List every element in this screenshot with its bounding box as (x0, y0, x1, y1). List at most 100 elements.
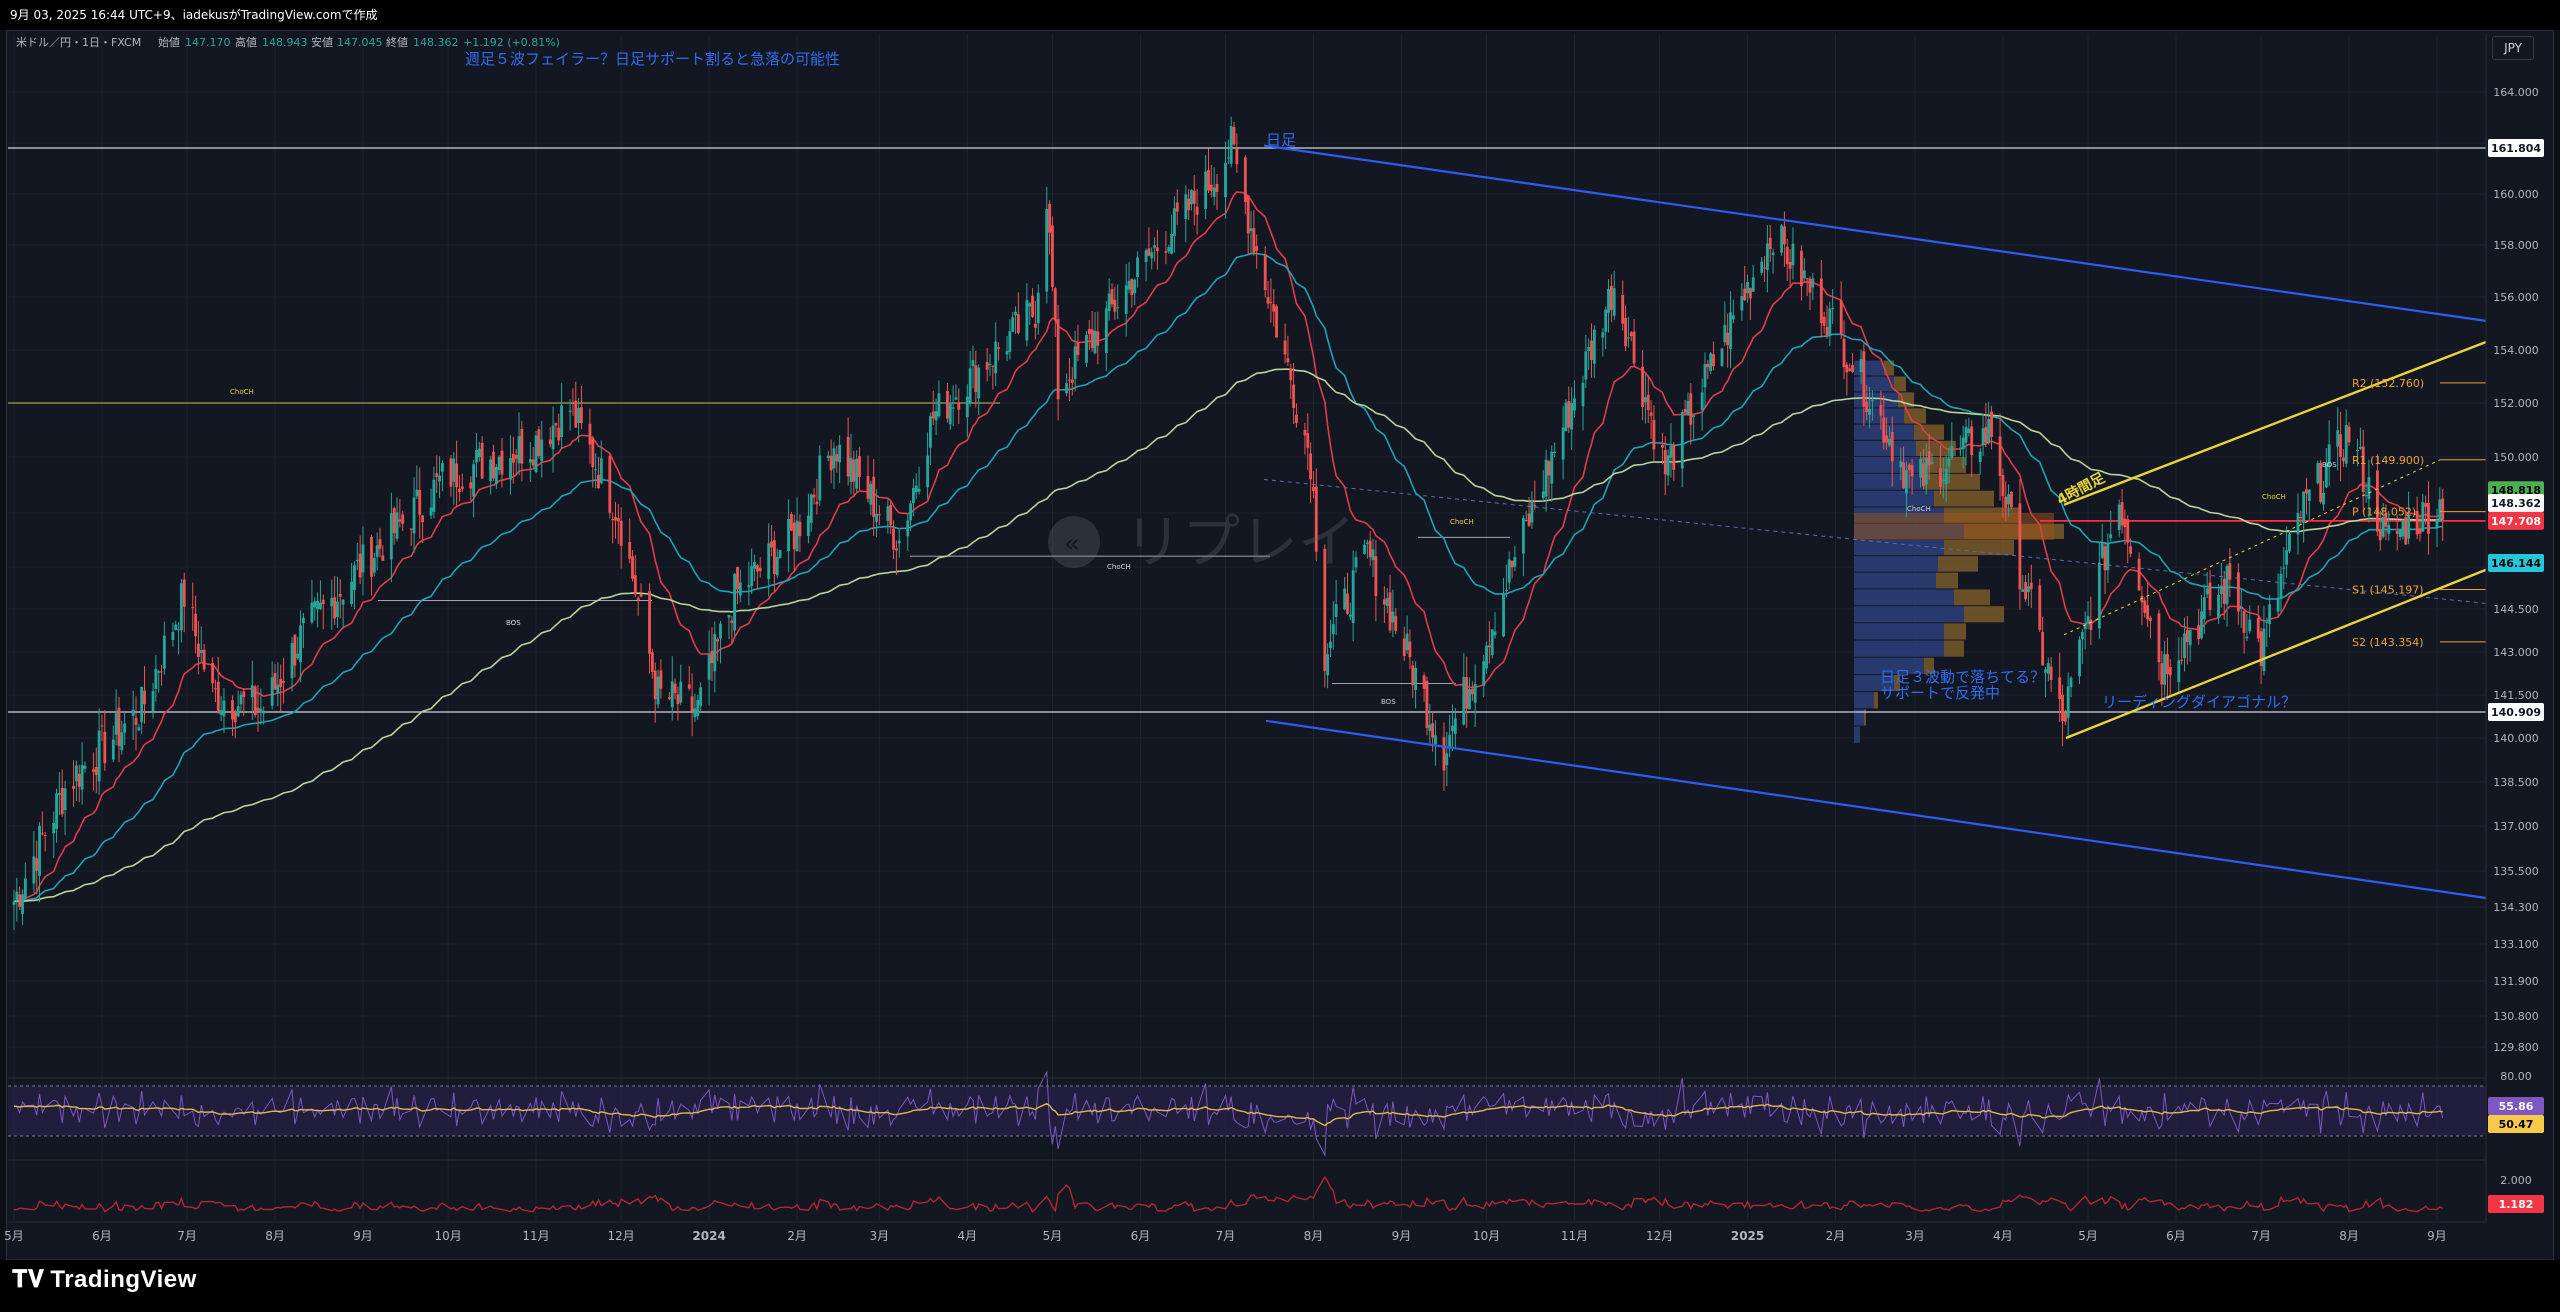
candle-body (2007, 494, 2010, 505)
candle-body (829, 455, 833, 471)
candle-body (1944, 468, 1948, 485)
candle-body (375, 545, 379, 557)
candle-body (2185, 629, 2189, 642)
candle-body (409, 528, 413, 530)
candle-body (1252, 228, 1256, 253)
pivot-levels: R2 (152.760) R1 (149.900) P (148.052) S1 (1… (2352, 377, 2486, 649)
candle-body (1215, 183, 1219, 192)
trendlines (1263, 144, 2487, 900)
candle-body (57, 793, 61, 796)
candle-body (509, 458, 512, 480)
candle-body (991, 365, 995, 367)
candle-body (282, 681, 285, 683)
candle-body (1845, 364, 1849, 373)
x-tick-label: 6月 (92, 1229, 112, 1243)
candle-body (452, 458, 456, 482)
candle-body (1368, 540, 1372, 558)
candle-body (216, 681, 220, 714)
candle-body (1056, 319, 1060, 400)
candle-body (449, 458, 453, 487)
volume-profile-bar-sell (1904, 408, 1926, 424)
candle-body (1028, 303, 1032, 307)
candle-body (1524, 519, 1528, 521)
candle-body (798, 521, 802, 537)
candle-body (1348, 614, 1352, 617)
candle-body (1442, 737, 1446, 771)
candle-body (977, 367, 981, 399)
candle-body (537, 429, 541, 456)
volume-profile-bar (1854, 572, 1936, 589)
candle-body (1085, 334, 1088, 363)
moving-averages (13, 191, 2443, 903)
x-tick-label: 8月 (1304, 1229, 1324, 1243)
candle-body (438, 475, 442, 482)
oscillator-band (8, 1086, 2486, 1136)
candle-body (412, 497, 416, 534)
candle-body (259, 708, 263, 713)
candle-body (710, 650, 714, 664)
candle-body (23, 878, 27, 899)
candle-body (2078, 639, 2081, 677)
candle-body (687, 684, 691, 689)
candle-body (2285, 550, 2289, 565)
candle-body (767, 543, 771, 580)
candle-body (809, 494, 813, 523)
candle-body (872, 476, 876, 517)
chart-frame (6, 30, 2554, 1260)
candle-body (1547, 461, 1551, 476)
candle-body (696, 700, 700, 717)
candle-body (1771, 252, 1775, 255)
candle-body (591, 437, 595, 468)
grid (8, 34, 2486, 1220)
candle-body (1788, 262, 1792, 269)
candle-body (877, 514, 881, 516)
candle-body (1113, 299, 1117, 312)
candle-body (2058, 677, 2062, 699)
x-tick-label: 6月 (1131, 1229, 1151, 1243)
candle-body (2384, 513, 2388, 527)
candle-body (770, 541, 773, 548)
lower-tag-text: 1.182 (2499, 1198, 2534, 1211)
candle-body (2435, 519, 2439, 528)
candle-body (1740, 295, 1744, 311)
candle-body (1785, 246, 1789, 265)
candle-body (1731, 315, 1735, 320)
x-tick-label: 11月 (522, 1229, 549, 1243)
candle-body (1626, 337, 1630, 339)
candle-body (1482, 661, 1486, 686)
currency-button[interactable]: JPY (2492, 36, 2534, 60)
volume-profile-bar (1854, 674, 1894, 692)
candle-body (1961, 437, 1965, 450)
candle-body (2200, 611, 2203, 639)
candle-body (338, 593, 342, 597)
candle-body (747, 585, 751, 588)
volume-profile-bar-sell (1874, 692, 1878, 709)
candle-body (157, 671, 161, 673)
candle-body (151, 691, 155, 712)
candle-body (222, 700, 226, 717)
candle-body (1643, 397, 1647, 403)
candle-body (1136, 257, 1139, 278)
candle-body (2009, 491, 2013, 507)
candle-body (2356, 449, 2359, 451)
candle-body (1070, 379, 1074, 383)
candle-body (1802, 270, 1806, 279)
candle-body (1507, 559, 1511, 583)
candle-body (1155, 247, 1159, 252)
volume-profile-bar-sell (1934, 490, 1994, 507)
candle-body (1851, 364, 1854, 372)
replay-watermark: « リプレイ (1048, 508, 1356, 576)
candle-body (511, 453, 515, 463)
candle-body (2038, 585, 2042, 630)
candle-body (1941, 479, 1945, 481)
candle-body (965, 396, 969, 418)
candle-body (1394, 616, 1398, 631)
candle-body (1689, 393, 1693, 425)
candle-body (197, 643, 200, 657)
candle-body (1033, 323, 1037, 328)
volume-profile-bar-sell (1938, 556, 1978, 572)
candle-body (421, 515, 424, 523)
price-tag-text: 140.909 (2491, 706, 2541, 719)
candle-body (381, 555, 385, 561)
